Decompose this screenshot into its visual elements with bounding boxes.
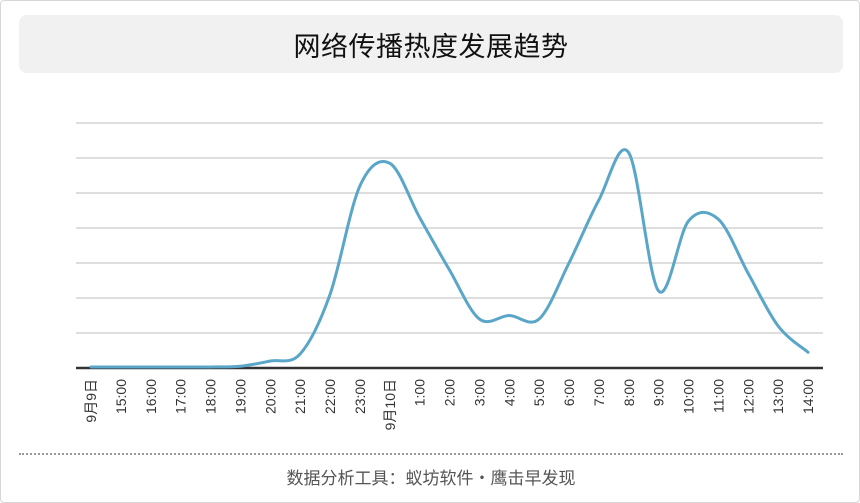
x-tick-label: 23:00 [352, 379, 368, 414]
data-point [596, 197, 602, 203]
x-tick-label: 1:00 [412, 379, 428, 406]
data-point [148, 364, 154, 370]
data-point [357, 183, 363, 189]
x-tick-label: 8:00 [621, 379, 637, 406]
data-point [506, 313, 512, 319]
x-tick-label: 5:00 [531, 379, 547, 406]
x-tick-label: 18:00 [203, 379, 219, 414]
data-point [297, 351, 303, 357]
data-point [178, 364, 184, 370]
data-point [745, 271, 751, 277]
data-point [805, 349, 811, 355]
x-tick-label: 11:00 [710, 379, 726, 413]
series-line [89, 148, 810, 369]
x-tick-label: 4:00 [501, 379, 517, 406]
x-tick-label: 10:00 [681, 379, 697, 414]
x-tick-label: 9:00 [651, 379, 667, 406]
data-point [118, 364, 124, 370]
line-chart: 9月9日 15:00 16:00 17:00 18:00 19:00 20:00 21:00 2… [76, 122, 823, 431]
data-point [476, 316, 482, 322]
data-point [715, 216, 721, 222]
data-point [387, 160, 393, 166]
data-point [775, 323, 781, 329]
data-point [88, 364, 94, 370]
series [88, 148, 811, 370]
data-point [686, 218, 692, 224]
x-tick-label: 14:00 [800, 379, 816, 414]
x-tick-label: 15:00 [113, 379, 129, 414]
x-tick-label: 13:00 [770, 379, 786, 414]
x-tick-label: 16:00 [143, 379, 159, 414]
x-tick-label: 6:00 [561, 379, 577, 406]
x-tick-label: 21:00 [292, 379, 308, 414]
x-tick-labels: 9月9日 15:00 16:00 17:00 18:00 19:00 20:00 21:00 2… [83, 379, 816, 431]
footer-text: 数据分析工具：蚁坊软件・鹰击早发现 [286, 469, 576, 488]
x-tick-label: 17:00 [173, 379, 189, 414]
data-point [656, 288, 662, 294]
data-point [208, 364, 214, 370]
x-tick-label: 7:00 [591, 379, 607, 406]
x-tick-label: 2:00 [442, 379, 458, 406]
x-tick-label: 22:00 [322, 379, 338, 414]
x-tick-label: 9月9日 [83, 379, 99, 423]
title-bar: 网络传播热度发展趋势 [19, 15, 843, 73]
chart-title: 网络传播热度发展趋势 [293, 31, 569, 62]
data-point [237, 363, 243, 369]
gridlines [76, 122, 823, 334]
data-point [447, 267, 453, 273]
x-tick-label: 19:00 [232, 379, 248, 414]
footer-divider [19, 453, 843, 455]
data-point [566, 260, 572, 266]
data-point [536, 316, 542, 322]
data-point [267, 358, 273, 364]
data-point [417, 215, 423, 221]
x-tick-label: 3:00 [471, 379, 487, 406]
x-tick-label: 12:00 [740, 379, 756, 414]
data-point [626, 150, 632, 156]
x-tick-label: 9月10日 [382, 379, 398, 430]
x-tick-label: 20:00 [262, 379, 278, 414]
data-point [327, 292, 333, 298]
